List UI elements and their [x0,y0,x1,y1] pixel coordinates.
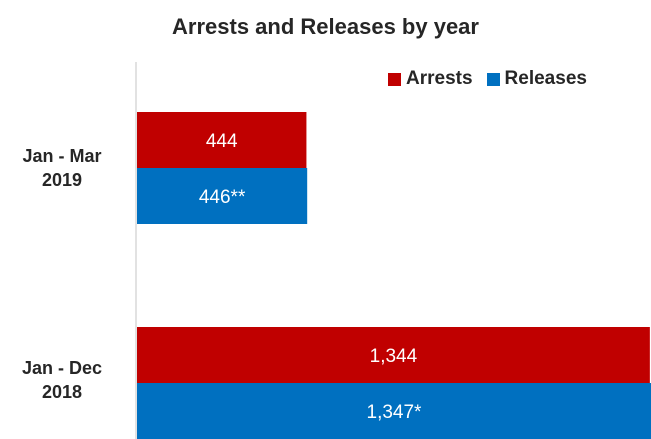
bar-arrests-jan-dec-2018 [137,327,650,383]
category-label-line: Jan - Dec [21,358,103,378]
data-label-arrests-jan-mar-2019: 444 [206,131,238,152]
legend-label-arrests: Arrests [406,68,473,89]
bar-releases-jan-dec-2018 [137,383,651,439]
data-label-arrests-jan-dec-2018: 1,344 [370,346,418,367]
category-label-line: 2018 [41,382,83,402]
bar-releases-jan-mar-2019 [137,168,308,224]
legend-item-releases: Releases [486,68,587,90]
legend-item-arrests: Arrests [388,68,473,90]
legend: Arrests Releases [388,68,601,90]
legend-swatch-releases [486,72,500,86]
bars-group: 444 446** 1,344 1,347* [137,112,651,439]
category-label-jan-dec-2018: Jan - Dec 2018 [7,356,117,404]
data-label-releases-jan-dec-2018: 1,347* [367,402,423,423]
category-label-line: Jan - Mar [22,146,102,166]
legend-swatch-arrests [388,72,401,86]
category-label-line: 2019 [41,170,83,190]
chart-title: Arrests and Releases by year [172,14,479,39]
legend-label-releases: Releases [504,68,587,89]
bar-arrests-jan-mar-2019 [137,112,307,168]
data-label-releases-jan-mar-2019: 446** [199,187,246,208]
category-label-jan-mar-2019: Jan - Mar 2019 [7,144,117,192]
